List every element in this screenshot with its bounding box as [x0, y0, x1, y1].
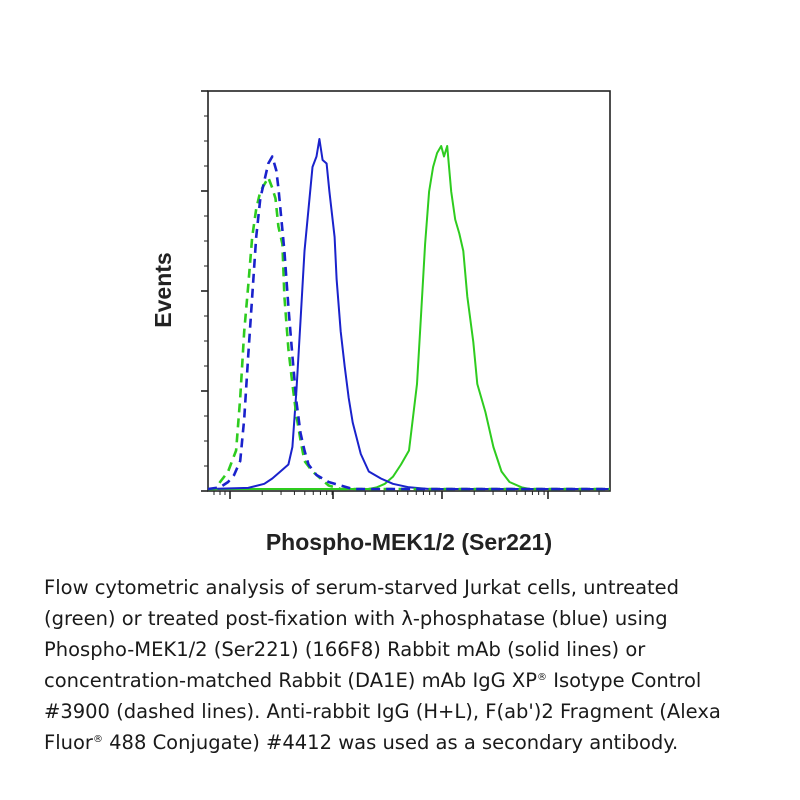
y-axis-title: Events: [150, 252, 176, 327]
caption-line-5: #3900 (dashed lines). Anti-rabbit IgG (H…: [44, 700, 721, 723]
flow-cytometry-histogram: Phospho-MEK1/2 (Ser221) Events: [150, 90, 611, 555]
caption-line-3: Phospho-MEK1/2 (Ser221) (166F8) Rabbit m…: [44, 638, 646, 661]
y-axis-ticks: [201, 90, 208, 492]
registered-mark: ®: [92, 734, 103, 745]
caption-line-1: Flow cytometric analysis of serum-starve…: [44, 576, 680, 599]
caption-line-4b: Isotype Control: [547, 669, 702, 692]
plot-frame: [207, 90, 611, 492]
caption-line-6: Fluor® 488 Conjugate) #4412 was used as …: [44, 727, 744, 758]
figure-caption: Flow cytometric analysis of serum-starve…: [44, 572, 744, 758]
caption-line-6a: Fluor: [44, 731, 93, 754]
histogram-series-line-4: [207, 155, 610, 491]
x-axis-title: Phospho-MEK1/2 (Ser221): [266, 529, 552, 555]
histogram-series: [207, 138, 610, 491]
caption-line-2: (green) or treated post-fixation with λ-…: [44, 607, 668, 630]
caption-line-4: concentration-matched Rabbit (DA1E) mAb …: [44, 665, 744, 696]
plot-axes: [201, 90, 611, 499]
histogram-series-line-1: [208, 145, 610, 490]
registered-mark: ®: [537, 672, 548, 683]
caption-line-6b: 488 Conjugate) #4412 was used as a secon…: [102, 731, 679, 754]
histogram-series-line-2: [207, 138, 610, 490]
x-axis-ticks: [213, 491, 600, 499]
caption-line-4a: concentration-matched Rabbit (DA1E) mAb …: [44, 669, 538, 692]
